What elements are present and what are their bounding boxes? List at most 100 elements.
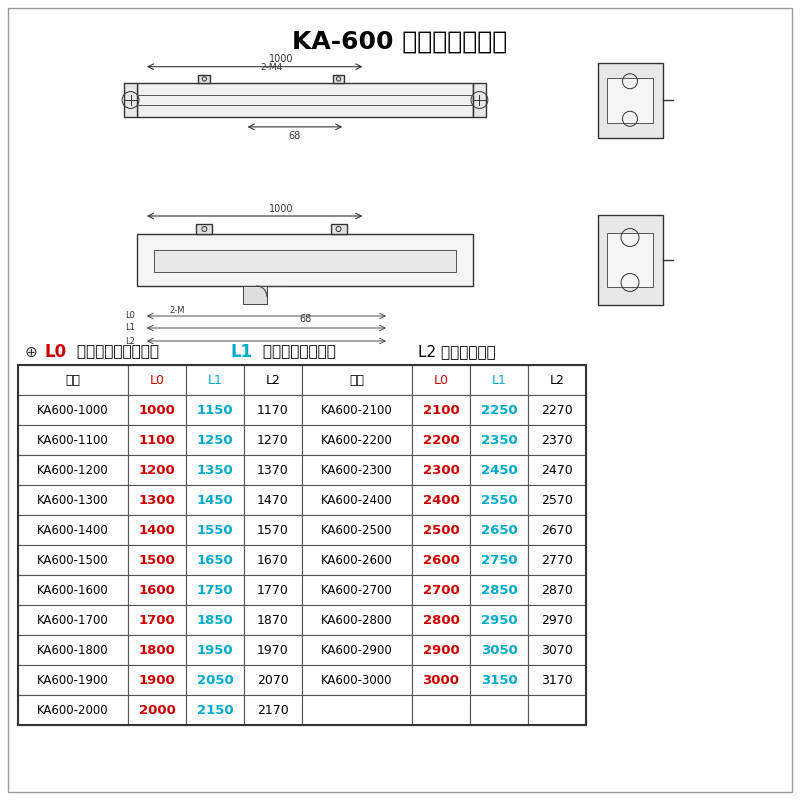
Bar: [244, 395, 302, 425]
Text: 1900: 1900: [138, 674, 175, 686]
Bar: [412, 425, 470, 455]
Bar: [528, 695, 586, 725]
Bar: [186, 455, 244, 485]
Bar: [138, 234, 473, 286]
Text: 2850: 2850: [481, 583, 518, 597]
Bar: [186, 635, 244, 665]
Bar: [528, 485, 586, 515]
Text: 1350: 1350: [197, 463, 234, 477]
Text: 为尺有效计量长度；: 为尺有效计量长度；: [72, 345, 159, 359]
Bar: [302, 425, 412, 455]
Text: KA600-2500: KA600-2500: [321, 523, 393, 537]
Bar: [244, 545, 302, 575]
Text: 2450: 2450: [481, 463, 518, 477]
Text: 1950: 1950: [197, 643, 234, 657]
Bar: [302, 695, 412, 725]
Bar: [302, 485, 412, 515]
Bar: [196, 224, 212, 234]
Text: 1400: 1400: [138, 523, 175, 537]
Bar: [528, 575, 586, 605]
Bar: [198, 74, 210, 83]
Text: 1170: 1170: [257, 403, 289, 417]
Bar: [470, 695, 528, 725]
Bar: [302, 605, 412, 635]
Bar: [528, 545, 586, 575]
Bar: [470, 485, 528, 515]
Bar: [302, 635, 412, 665]
Bar: [302, 665, 412, 695]
Bar: [333, 74, 345, 83]
Text: 2270: 2270: [541, 403, 573, 417]
Bar: [330, 224, 346, 234]
Bar: [412, 695, 470, 725]
Bar: [138, 83, 473, 117]
Text: 2600: 2600: [422, 554, 459, 566]
Text: KA-600 光栅尺外形尺寸: KA-600 光栅尺外形尺寸: [292, 30, 508, 54]
Bar: [607, 233, 653, 287]
Text: 2750: 2750: [481, 554, 518, 566]
Bar: [244, 575, 302, 605]
Bar: [18, 575, 128, 605]
Bar: [128, 605, 186, 635]
Bar: [128, 485, 186, 515]
Bar: [470, 605, 528, 635]
Bar: [18, 695, 128, 725]
Text: 3170: 3170: [541, 674, 573, 686]
Text: 2550: 2550: [481, 494, 518, 506]
Text: 1300: 1300: [138, 494, 175, 506]
Text: 1100: 1100: [138, 434, 175, 446]
Bar: [128, 515, 186, 545]
Text: 2900: 2900: [422, 643, 459, 657]
Text: KA600-1100: KA600-1100: [37, 434, 109, 446]
Bar: [528, 365, 586, 395]
Bar: [186, 515, 244, 545]
Text: ⊕: ⊕: [25, 345, 38, 359]
Bar: [412, 365, 470, 395]
Text: 2400: 2400: [422, 494, 459, 506]
Bar: [128, 575, 186, 605]
Bar: [470, 575, 528, 605]
Bar: [470, 635, 528, 665]
Bar: [470, 395, 528, 425]
Bar: [473, 83, 486, 117]
Text: 1250: 1250: [197, 434, 234, 446]
Text: 2950: 2950: [481, 614, 518, 626]
Bar: [128, 365, 186, 395]
Text: 2000: 2000: [138, 703, 175, 717]
Bar: [18, 515, 128, 545]
Text: 1000: 1000: [138, 403, 175, 417]
Text: L2: L2: [126, 337, 135, 346]
Bar: [302, 575, 412, 605]
Bar: [244, 665, 302, 695]
Text: 2200: 2200: [422, 434, 459, 446]
Text: 3150: 3150: [481, 674, 518, 686]
Bar: [412, 455, 470, 485]
Text: KA600-1200: KA600-1200: [37, 463, 109, 477]
Text: KA600-2400: KA600-2400: [321, 494, 393, 506]
Text: KA600-1600: KA600-1600: [37, 583, 109, 597]
Text: 1770: 1770: [257, 583, 289, 597]
Text: 1800: 1800: [138, 643, 175, 657]
Text: 2350: 2350: [481, 434, 518, 446]
Text: 1670: 1670: [257, 554, 289, 566]
Bar: [470, 455, 528, 485]
Bar: [18, 395, 128, 425]
Text: L1: L1: [126, 323, 135, 333]
Bar: [302, 455, 412, 485]
Bar: [528, 635, 586, 665]
Bar: [128, 395, 186, 425]
Bar: [128, 455, 186, 485]
Bar: [607, 78, 653, 122]
Text: 1570: 1570: [257, 523, 289, 537]
Text: 1970: 1970: [257, 643, 289, 657]
Text: 1750: 1750: [197, 583, 234, 597]
Text: KA600-2700: KA600-2700: [321, 583, 393, 597]
Text: 1200: 1200: [138, 463, 175, 477]
Bar: [244, 425, 302, 455]
Text: L2: L2: [266, 374, 281, 386]
Bar: [412, 485, 470, 515]
Bar: [128, 635, 186, 665]
Bar: [528, 455, 586, 485]
Bar: [302, 545, 412, 575]
Bar: [528, 425, 586, 455]
